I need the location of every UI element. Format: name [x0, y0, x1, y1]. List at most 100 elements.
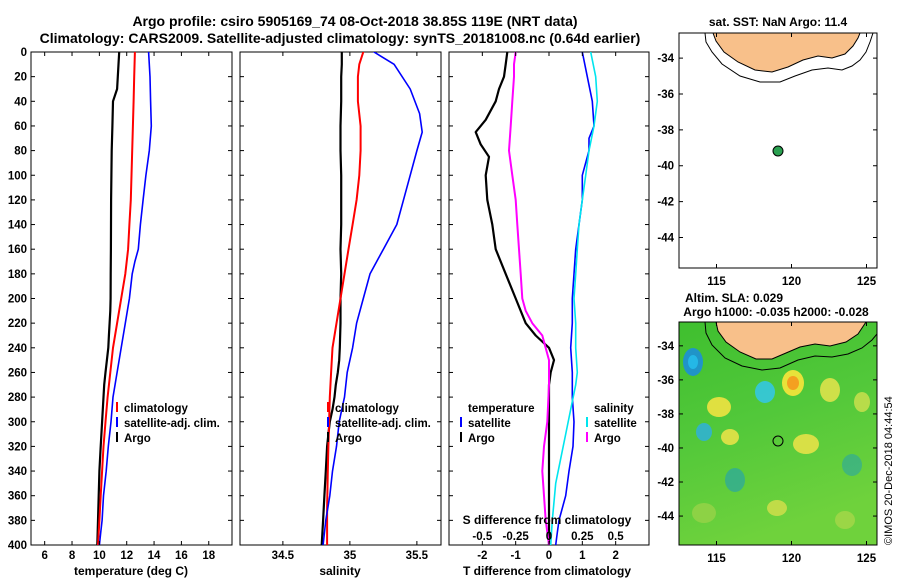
series-line-argo — [320, 52, 343, 545]
map-y-tick-label: -42 — [657, 197, 674, 209]
sla-high-anomaly — [854, 392, 870, 412]
depth-tick-label: 220 — [8, 318, 27, 330]
map-top-axes — [678, 32, 878, 269]
sla-mid-anomaly — [692, 503, 716, 523]
x-tick-label: 34.5 — [272, 550, 295, 562]
map-top-title: sat. SST: NaN Argo: 11.4 — [709, 15, 848, 29]
legend-label-argo: Argo — [335, 433, 362, 445]
salinity-legend: climatology satellite-adj. clim. Argo — [327, 402, 431, 445]
x-tick-label: 1 — [579, 550, 586, 562]
sla-low-anomaly — [696, 423, 712, 441]
legend-label-t-satellite: satellite — [468, 418, 511, 430]
map-bottom-tick-labels: 115 120 125 -34 -36 -38 -40 -42 -44 — [657, 322, 877, 565]
map-bottom-subtitle: Argo h1000: -0.035 h2000: -0.028 — [683, 305, 869, 319]
sla-low-anomaly — [842, 454, 862, 476]
map-top-tick-labels: 115 120 125 -34 -36 -38 -40 -42 -44 — [657, 33, 877, 288]
difference-series — [474, 52, 599, 545]
x-tick-label: 2 — [612, 550, 618, 562]
depth-tick-label: 240 — [8, 343, 27, 355]
x-tick-labels: 6 8 10 12 14 16 18 34.5 35 35.5 -2 -1 0 1 2-0.5 -0.25 0 0… — [41, 52, 624, 562]
map-bottom-field — [679, 322, 877, 545]
depth-tick-label: 100 — [8, 170, 27, 182]
t-difference-legend: temperature satellite Argo — [460, 403, 534, 445]
x-tick-label: 12 — [120, 550, 133, 562]
map-y-tick-label: -38 — [657, 125, 674, 137]
depth-tick-label: 20 — [14, 72, 27, 84]
series-line-climatology — [97, 52, 136, 545]
series-line-argo — [96, 52, 121, 545]
title-line1: Argo profile: csiro 5905169_74 08-Oct-20… — [132, 13, 577, 29]
legend-label-satellite: satellite-adj. clim. — [124, 418, 220, 430]
salinity-xlabel: salinity — [319, 564, 361, 578]
temperature-series — [96, 52, 153, 545]
map-y-tick-label: -34 — [657, 53, 674, 65]
watermark: ©IMOS 20-Dec-2018 04:44:54 — [883, 396, 895, 545]
map-bottom-land — [715, 322, 867, 360]
map-y-tick-label: -34 — [657, 341, 674, 353]
temperature-axes — [30, 51, 233, 546]
sla-high-anomaly — [767, 500, 787, 516]
sla-low-anomaly — [725, 468, 745, 492]
map-y-tick-label: -40 — [657, 443, 674, 455]
map-y-tick-label: -44 — [657, 511, 674, 523]
depth-tick-label: 380 — [8, 515, 27, 527]
x-tick-label: 18 — [202, 550, 215, 562]
series-line-t-satellite — [554, 52, 595, 545]
legend-label-satellite: satellite-adj. clim. — [335, 418, 431, 430]
map-x-tick-label: 115 — [707, 553, 726, 565]
difference-xlabel: T difference from climatology — [463, 564, 631, 578]
s-tick-label: 0 — [546, 531, 552, 543]
map-x-tick-label: 125 — [857, 553, 877, 565]
map-top-argo-marker — [772, 145, 784, 157]
map-bottom-shelf-contour — [704, 322, 877, 371]
map-x-tick-label: 125 — [857, 276, 877, 288]
x-tick-label: -1 — [511, 550, 522, 562]
map-y-tick-label: -36 — [657, 89, 674, 101]
series-line-s-satellite — [549, 52, 599, 545]
depth-tick-label: 340 — [8, 466, 27, 478]
depth-tick-label: 200 — [8, 294, 27, 306]
series-line-s-argo — [508, 52, 550, 545]
depth-tick-label: 360 — [8, 491, 27, 503]
x-tick-label: -2 — [477, 550, 487, 562]
series-line-satellite-adj-clim- — [98, 52, 153, 545]
x-tick-label: 35 — [343, 550, 356, 562]
map-top-coast — [704, 32, 874, 83]
legend-label-t-argo: Argo — [468, 433, 495, 445]
sla-high-anomaly — [820, 378, 840, 402]
x-tick-label: 0 — [546, 550, 552, 562]
map-top-shelf-contour — [704, 32, 874, 83]
map-bottom-title: Altim. SLA: 0.029 — [685, 291, 783, 305]
legend-label-climatology: climatology — [335, 403, 400, 415]
legend-label-climatology: climatology — [124, 403, 189, 415]
s-tick-label: 0.5 — [608, 531, 625, 543]
depth-tick-label: 0 — [21, 47, 27, 59]
legend-label-argo: Argo — [124, 433, 151, 445]
x-tick-label: 10 — [93, 550, 106, 562]
depth-tick-marks — [31, 51, 649, 546]
sla-high-anomaly-core — [787, 376, 799, 390]
title-line2: Climatology: CARS2009. Satellite-adjuste… — [40, 30, 641, 46]
s-tick-label: 0.25 — [571, 531, 594, 543]
map-y-tick-label: -42 — [657, 477, 674, 489]
depth-tick-label: 280 — [8, 392, 27, 404]
depth-tick-label: 320 — [8, 441, 27, 453]
map-bottom-axes — [678, 321, 878, 546]
x-tick-label: 6 — [41, 550, 47, 562]
x-tick-label: 14 — [148, 550, 161, 562]
temperature-xlabel: temperature (deg C) — [74, 564, 188, 578]
legend-label-s-satellite: satellite — [594, 418, 637, 430]
sla-high-anomaly — [793, 434, 819, 454]
depth-tick-labels: 0 20 40 60 80 100 120 140 160 180 200 220 240 260 280 3… — [8, 47, 27, 552]
depth-tick-label: 80 — [14, 146, 27, 158]
map-y-tick-label: -44 — [657, 233, 674, 245]
sla-low-anomaly — [755, 381, 775, 403]
map-x-tick-label: 115 — [707, 276, 726, 288]
depth-tick-label: 140 — [8, 220, 27, 232]
x-tick-label: 35.5 — [406, 550, 429, 562]
depth-tick-label: 160 — [8, 244, 27, 256]
depth-tick-label: 300 — [8, 417, 27, 429]
depth-tick-label: 40 — [14, 96, 27, 108]
depth-tick-label: 400 — [8, 540, 27, 552]
